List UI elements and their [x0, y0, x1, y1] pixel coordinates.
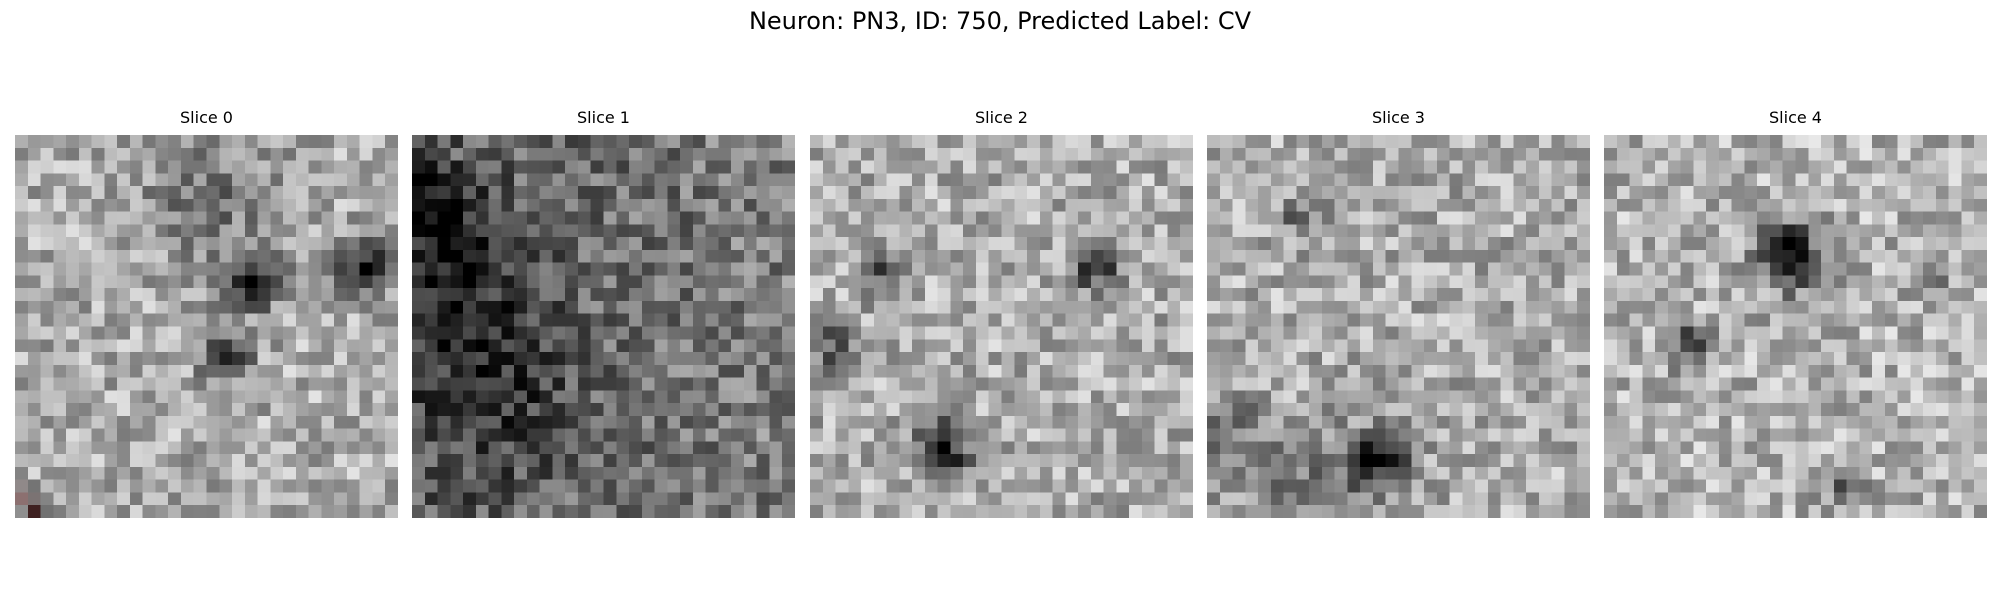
slice-panel-2: Slice 2 [810, 108, 1193, 518]
slice-panel-1: Slice 1 [412, 108, 795, 518]
slice-title: Slice 3 [1372, 108, 1425, 127]
slice-image [810, 135, 1193, 518]
slice-title: Slice 0 [180, 108, 233, 127]
slice-panel-3: Slice 3 [1207, 108, 1590, 518]
slice-panel-4: Slice 4 [1604, 108, 1987, 518]
slice-image [412, 135, 795, 518]
slice-panel-0: Slice 0 [15, 108, 398, 518]
slice-image [1207, 135, 1590, 518]
figure-title: Neuron: PN3, ID: 750, Predicted Label: C… [748, 7, 1252, 35]
slice-title: Slice 4 [1769, 108, 1822, 127]
slice-image [15, 135, 398, 518]
slice-title: Slice 2 [975, 108, 1028, 127]
slice-image [1604, 135, 1987, 518]
slice-title: Slice 1 [577, 108, 630, 127]
